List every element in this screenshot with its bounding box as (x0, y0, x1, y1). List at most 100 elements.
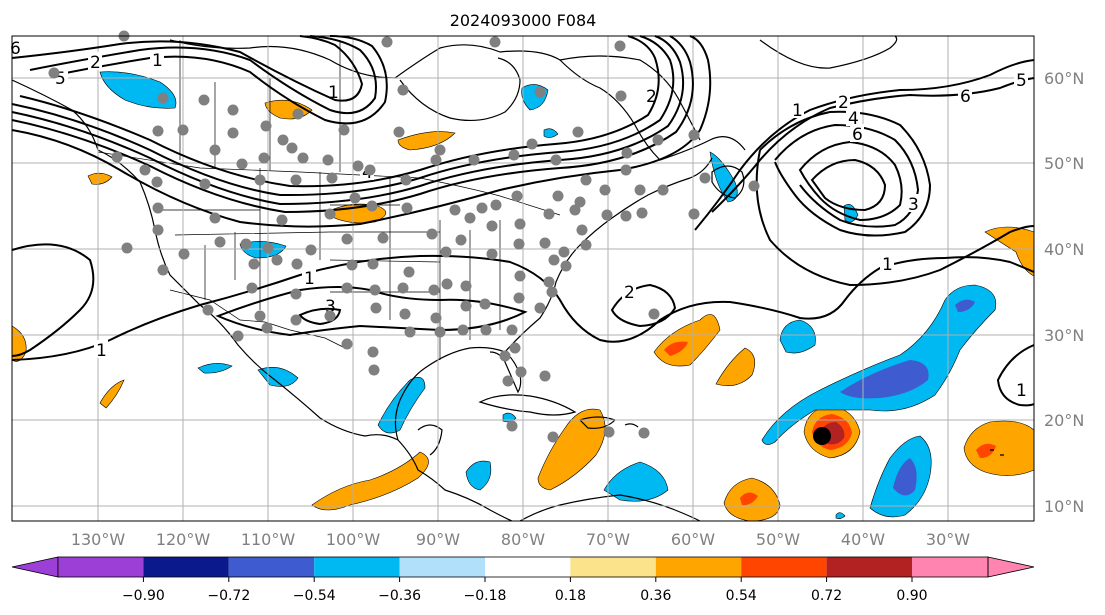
station-dot (291, 258, 303, 270)
colorbar-tick-label: 0.90 (896, 588, 927, 604)
colorbar-tick-label: −0.54 (293, 588, 336, 604)
colorbar-segment (228, 557, 315, 577)
lat-label: 40°N (1044, 240, 1084, 259)
contour-line (11, 35, 694, 214)
station-dot (601, 209, 613, 221)
yucatan-outline (417, 424, 443, 456)
station-dot (349, 192, 361, 204)
station-dot (338, 124, 350, 136)
station-dot (240, 238, 252, 250)
station-dot (152, 202, 164, 214)
lon-label: 30°W (926, 530, 970, 549)
lon-label: 90°W (416, 530, 460, 549)
colorbar-segment (655, 557, 742, 577)
station-dot (569, 204, 581, 216)
station-dot (546, 286, 558, 298)
colorbar-segment (485, 557, 571, 577)
negative-anomaly-area (779, 319, 816, 354)
station-layer (48, 30, 760, 443)
station-dot (506, 324, 518, 336)
contour-line (215, 286, 528, 337)
lon-label: 110°W (241, 530, 296, 549)
station-dot (534, 86, 546, 98)
colorbar-tick-label: −0.72 (207, 588, 250, 604)
south-america-coast (519, 494, 701, 522)
station-dot (290, 174, 302, 186)
lon-label: 70°W (586, 530, 630, 549)
colorbar-extend-max (987, 556, 1035, 578)
contour-label: 4 (848, 109, 859, 129)
contour-label: 1 (96, 341, 107, 361)
contour-label-layer: 6 5 2 1 4 2 1 1 1 2 6 5 4 6 (8, 38, 1028, 401)
station-dot (261, 322, 273, 334)
station-dot (202, 304, 214, 316)
station-dot (688, 208, 700, 220)
station-dot (464, 212, 476, 224)
colorbar-extend-min (11, 556, 59, 578)
colorbar-segment (912, 557, 988, 577)
colorbar-segment (741, 557, 827, 577)
contour-layer (11, 35, 1035, 407)
negative-anomaly-area (197, 363, 233, 374)
colorbar-tick-label: −0.36 (378, 588, 421, 604)
station-dot (486, 248, 498, 260)
station-dot (480, 324, 492, 336)
station-dot (326, 172, 338, 184)
colorbar-segment (314, 557, 400, 577)
station-dot (434, 144, 446, 156)
lon-label: 130°W (71, 530, 126, 549)
station-dot (152, 224, 164, 236)
station-dot (248, 258, 260, 270)
station-dot (539, 370, 551, 382)
station-dot (428, 284, 440, 296)
contour-line (11, 35, 675, 197)
station-dot (580, 239, 592, 251)
lon-label: 50°W (756, 530, 800, 549)
strong-positive-anomaly-area (740, 492, 758, 506)
station-dot (151, 176, 163, 188)
positive-anomaly-area (715, 347, 756, 386)
station-dot (260, 120, 272, 132)
station-dot (543, 276, 555, 288)
canary-islands (990, 449, 1004, 456)
contour-line (11, 35, 685, 206)
contour-line (11, 35, 712, 228)
contour-line (944, 256, 1035, 273)
colorbar-tick-label: 0.54 (726, 588, 757, 604)
station-dot (699, 172, 711, 184)
station-dot (370, 302, 382, 314)
station-dot (341, 338, 353, 350)
east-coast (504, 157, 713, 353)
station-dot (603, 426, 615, 438)
station-dot (634, 184, 646, 196)
lon-label: 120°W (156, 530, 211, 549)
latitude-axis: 60°N 50°N 40°N 30°N 20°N 10°N (1044, 69, 1084, 516)
colorbar-segment (570, 557, 656, 577)
station-dot (209, 212, 221, 224)
contour-line (19, 35, 660, 188)
station-dot (366, 200, 378, 212)
contour-label: 3 (908, 195, 919, 215)
station-dot (620, 164, 632, 176)
station-dot (290, 314, 302, 326)
station-dot (434, 326, 446, 338)
station-dot (341, 233, 353, 245)
contour-label: 6 (10, 39, 21, 59)
contour-label: 2 (90, 53, 101, 73)
graticule (12, 36, 1034, 521)
station-dot (580, 174, 592, 186)
station-dot (111, 151, 123, 163)
station-dot (457, 324, 469, 336)
contour-label: 1 (152, 51, 163, 71)
moderate-negative-anomaly-area (840, 360, 929, 399)
station-dot (489, 36, 501, 48)
contour-line (49, 35, 388, 125)
station-dot (509, 342, 521, 354)
newfoundland-outline (711, 165, 745, 199)
station-dot (455, 234, 467, 246)
station-dot (614, 40, 626, 52)
colorbar-segment (58, 557, 144, 577)
station-dot (400, 174, 412, 186)
contour-line (810, 158, 887, 212)
station-dot (574, 196, 586, 208)
